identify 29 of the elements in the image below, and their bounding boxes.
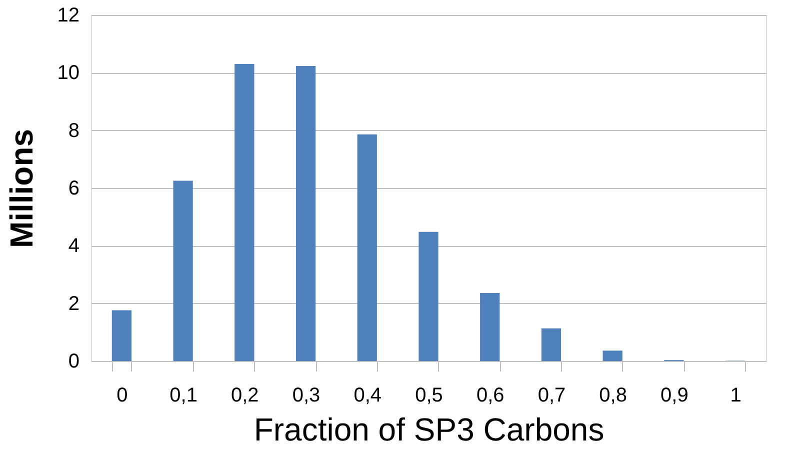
x-tick-label: 0,8 xyxy=(599,384,627,406)
x-axis-title: Fraction of SP3 Carbons xyxy=(254,412,604,448)
y-tick-label: 6 xyxy=(68,178,80,200)
bar xyxy=(234,64,254,361)
y-tick-label: 0 xyxy=(68,350,80,372)
x-tick-label: 0 xyxy=(116,384,128,406)
y-tick-label: 2 xyxy=(68,292,80,315)
x-tick-label: 0,9 xyxy=(660,384,688,406)
x-tick-label: 0,6 xyxy=(476,384,504,406)
y-tick-label: 4 xyxy=(68,235,80,258)
x-tick-label: 1 xyxy=(730,384,742,406)
bar xyxy=(541,328,562,361)
bar xyxy=(480,292,500,361)
x-tick-label: 0,3 xyxy=(292,384,320,406)
y-tick-label: 12 xyxy=(57,4,80,26)
x-tick-label: 0,2 xyxy=(231,384,259,406)
bar xyxy=(296,66,316,361)
x-tick-label: 0,4 xyxy=(354,384,382,406)
bar xyxy=(112,310,132,361)
y-axis-title: Millions xyxy=(3,128,40,248)
x-tick-label: 0,5 xyxy=(415,384,443,406)
y-tick-label: 8 xyxy=(68,120,80,142)
bar xyxy=(418,232,438,361)
y-tick-label: 10 xyxy=(57,62,80,84)
bar xyxy=(602,350,622,361)
x-tick-label: 0,1 xyxy=(170,384,198,406)
bar xyxy=(173,180,193,361)
bar xyxy=(357,134,377,361)
x-tick-label: 0,7 xyxy=(538,384,566,406)
